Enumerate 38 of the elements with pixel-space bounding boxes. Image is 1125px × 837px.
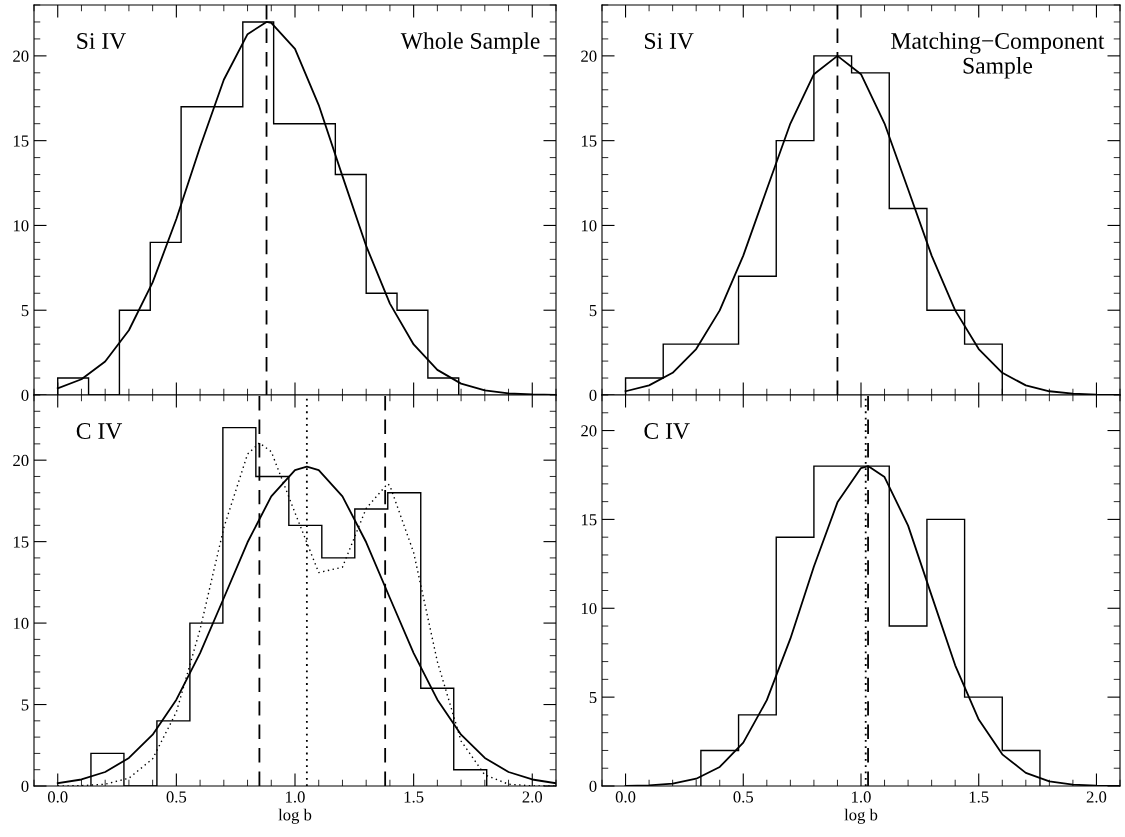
y-tick-label: 20 — [13, 454, 29, 467]
x-tick-label: 2.0 — [1086, 791, 1107, 803]
y-tick-label: 5 — [589, 305, 597, 317]
y-tick-label: 10 — [13, 220, 29, 232]
y-tick-label: 20 — [13, 50, 29, 62]
x-axis-title: log b — [278, 808, 312, 824]
x-tick-label: 1.5 — [969, 791, 989, 803]
x-tick-label: 0.0 — [47, 791, 68, 803]
y-tick-label: 0 — [21, 780, 29, 792]
y-tick-label: 15 — [581, 135, 597, 147]
y-tick-label: 10 — [13, 617, 29, 630]
y-tick-label: 20 — [581, 50, 597, 62]
y-tick-label: 15 — [13, 135, 29, 147]
annotation: Si IV — [645, 33, 694, 50]
annotation: C IV — [76, 423, 123, 440]
y-tick-label: 20 — [581, 425, 597, 437]
x-tick-label: 2.0 — [522, 791, 543, 803]
x-tick-label: 0.5 — [733, 791, 754, 803]
x-axis-title: log b — [844, 808, 878, 824]
y-tick-label: 15 — [581, 514, 597, 526]
y-tick-label: 10 — [581, 220, 597, 232]
x-tick-label: 1.5 — [404, 791, 424, 803]
annotation: Si IV — [77, 33, 126, 50]
y-tick-label: 0 — [21, 389, 29, 401]
y-tick-label: 0 — [589, 389, 597, 401]
x-tick-label: 0.0 — [615, 791, 636, 803]
x-tick-label: 1.0 — [286, 791, 305, 803]
y-tick-label: 5 — [21, 699, 29, 711]
annotation: C IV — [644, 423, 690, 440]
annotation: Whole Sample — [400, 32, 540, 54]
y-tick-label: 5 — [21, 305, 29, 317]
x-tick-label: 1.0 — [852, 791, 871, 803]
y-tick-label: 0 — [589, 780, 597, 792]
y-tick-label: 15 — [13, 536, 29, 548]
x-tick-label: 0.5 — [166, 791, 187, 803]
y-tick-label: 10 — [581, 602, 597, 615]
y-tick-label: 5 — [589, 692, 597, 704]
annotation: Matching−Component Sample — [891, 32, 1105, 79]
